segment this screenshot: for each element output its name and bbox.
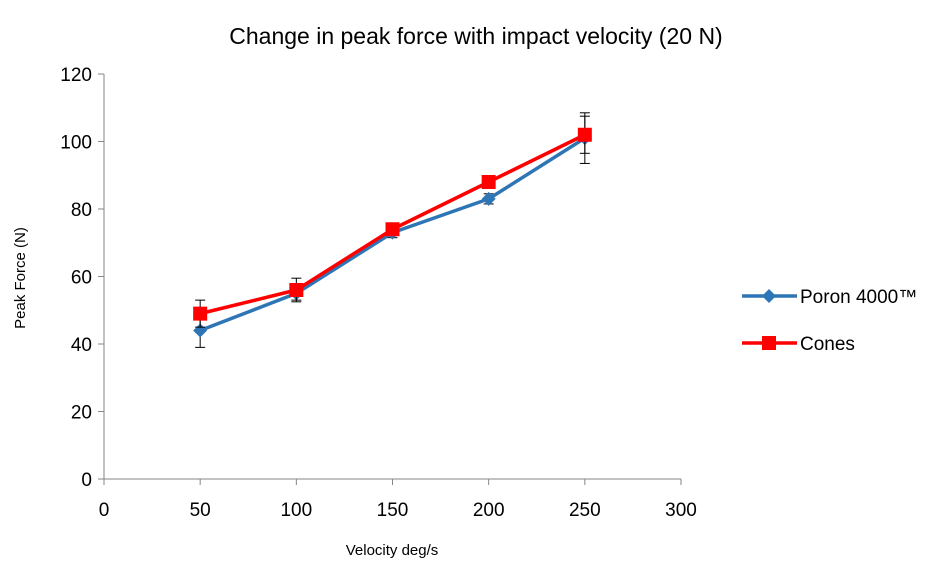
x-tick-label: 100 <box>280 500 312 521</box>
data-point <box>481 191 496 206</box>
x-tick-label: 300 <box>665 500 697 521</box>
y-tick-label: 120 <box>60 65 92 86</box>
legend-marker <box>762 336 776 350</box>
data-point <box>481 175 496 189</box>
y-tick-label: 100 <box>60 133 92 154</box>
x-ticks: 0 50 100 150 200 250 300 <box>99 479 697 521</box>
legend-label: Cones <box>800 334 855 355</box>
y-tick-label: 80 <box>71 200 92 221</box>
legend-item-cones: Cones <box>742 334 855 355</box>
y-tick-label: 0 <box>81 470 92 491</box>
y-tick-label: 60 <box>71 268 92 289</box>
x-tick-label: 150 <box>377 500 409 521</box>
legend-marker <box>762 289 776 303</box>
x-tick-label: 250 <box>569 500 601 521</box>
axes <box>103 74 681 480</box>
y-ticks: 0 20 40 60 80 100 120 <box>60 65 104 491</box>
data-point <box>289 283 304 297</box>
y-axis-title: Peak Force (N) <box>12 227 29 329</box>
data-point <box>577 127 592 142</box>
x-axis-title: Velocity deg/s <box>346 542 439 559</box>
y-tick-label: 20 <box>71 403 92 424</box>
x-tick-label: 0 <box>99 500 110 521</box>
x-tick-label: 200 <box>473 500 505 521</box>
y-tick-label: 40 <box>71 335 92 356</box>
data-point <box>193 306 208 321</box>
data-point <box>385 222 400 237</box>
x-tick-label: 50 <box>190 500 211 521</box>
legend-item-poron-4000: Poron 4000™ <box>742 287 917 308</box>
series-cones <box>193 115 592 328</box>
chart-title: Change in peak force with impact velocit… <box>229 23 722 49</box>
legend-label: Poron 4000™ <box>800 287 917 308</box>
series-layer <box>193 112 592 348</box>
legend: Poron 4000™ Cones <box>742 287 917 355</box>
